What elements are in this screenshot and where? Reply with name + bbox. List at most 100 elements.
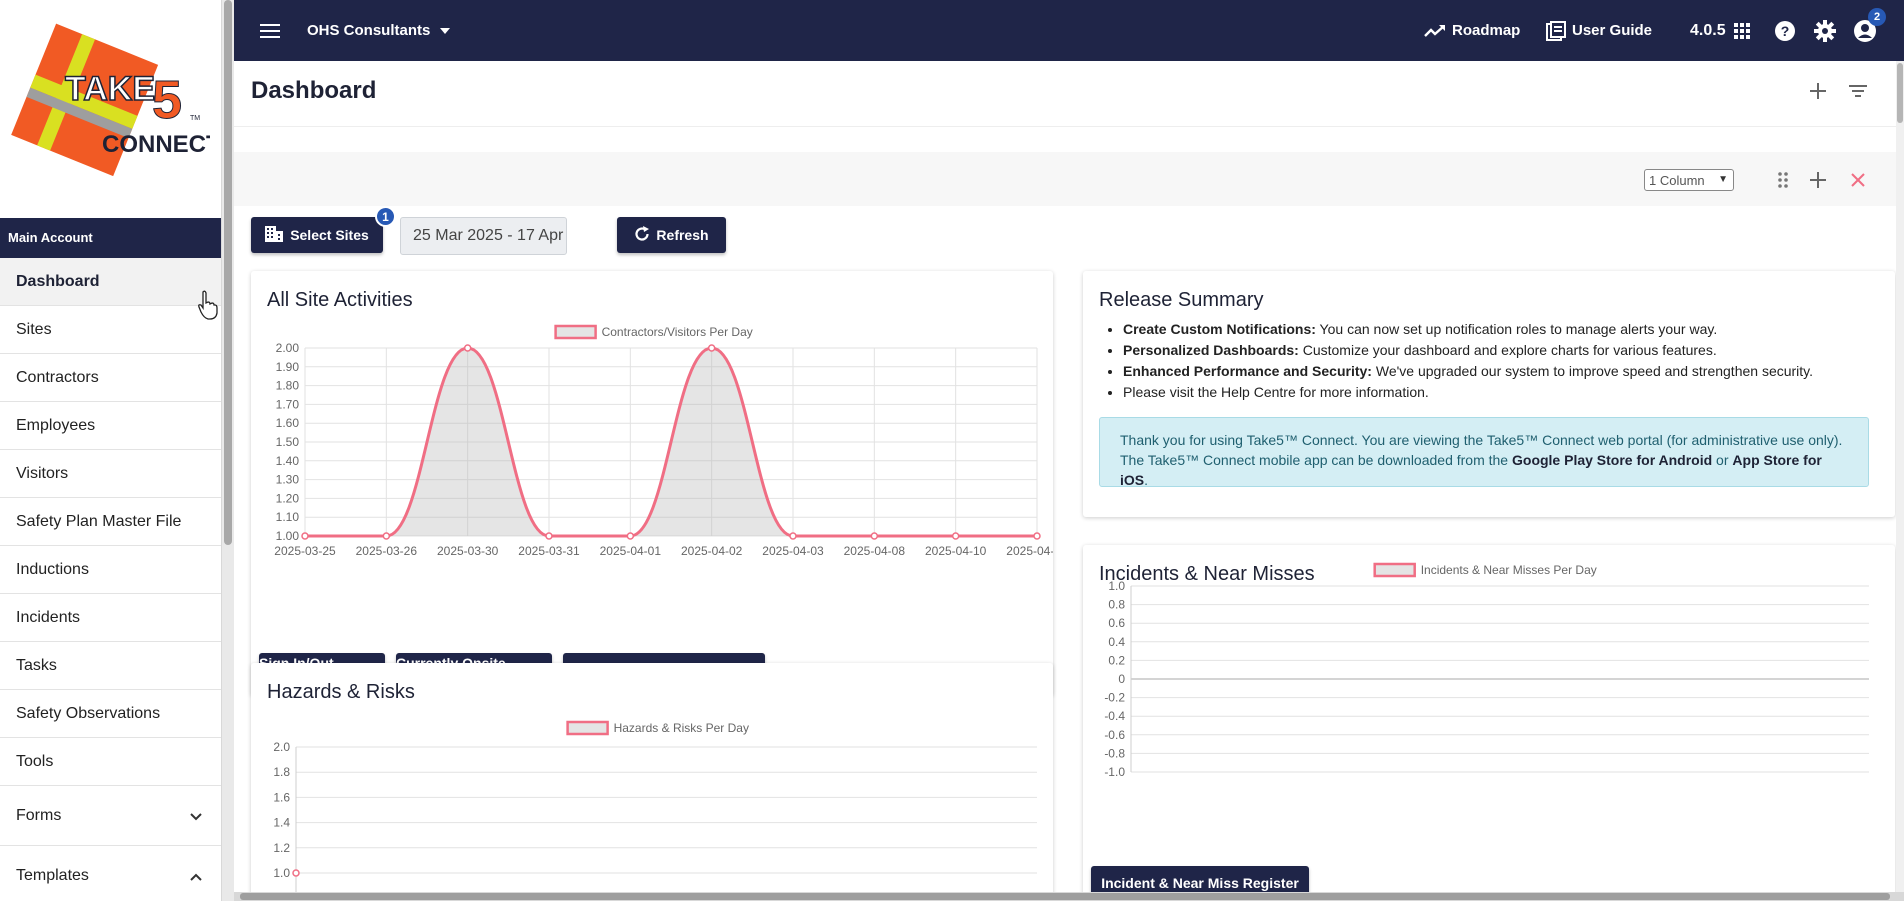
sidebar-item-incidents[interactable]: Incidents — [0, 594, 221, 642]
sidebar-item-dashboard[interactable]: Dashboard — [0, 258, 221, 306]
data-point — [301, 532, 309, 540]
sidebar-nav: Dashboard Sites Contractors Employees Visito… — [0, 258, 221, 901]
selected-sites-badge: 1 — [375, 206, 396, 227]
filter-icon[interactable] — [1843, 76, 1873, 106]
sidebar-item-safety-observations[interactable]: Safety Observations — [0, 690, 221, 738]
x-tick-label: 2025-04-10 — [925, 544, 987, 558]
apps-grid-icon[interactable] — [1734, 0, 1750, 61]
site-activities-title: All Site Activities — [267, 289, 413, 311]
sidebar-item-contractors[interactable]: Contractors — [0, 354, 221, 402]
data-point — [1033, 532, 1041, 540]
y-tick-label: 1.0 — [1108, 579, 1125, 593]
top-bar: OHS Consultants Roadmap User Guide 4.0.5… — [234, 0, 1904, 61]
user-guide-link[interactable]: User Guide — [1546, 0, 1652, 61]
close-icon[interactable] — [1843, 165, 1873, 195]
release-item: Personalized Dashboards: Customize your … — [1123, 342, 1823, 359]
chart-legend: Hazards & Risks Per Day — [566, 720, 749, 736]
y-tick-label: 1.6 — [273, 790, 290, 804]
date-range-input[interactable]: 25 Mar 2025 - 17 Apr 2025 — [400, 217, 567, 255]
x-tick-label: 2025-04-14 — [1006, 544, 1053, 558]
sidebar-item-employees[interactable]: Employees — [0, 402, 221, 450]
release-item-heading: Enhanced Performance and Security: — [1123, 363, 1372, 379]
legend-swatch — [554, 324, 597, 340]
main-scrollbar[interactable] — [1896, 61, 1904, 892]
column-layout-value: 1 Column — [1649, 172, 1705, 188]
settings-gear-icon[interactable] — [1814, 0, 1836, 61]
chart-legend: Incidents & Near Misses Per Day — [1373, 562, 1597, 578]
take5-connect-logo[interactable]: TAKE 5 CONNECT TM — [10, 18, 210, 178]
column-layout-select[interactable]: 1 Column ▼ — [1644, 169, 1734, 191]
org-selector[interactable]: OHS Consultants — [307, 0, 451, 61]
data-point — [951, 532, 960, 540]
y-tick-label: -0.8 — [1104, 746, 1125, 760]
release-item: Create Custom Notifications: You can now… — [1123, 321, 1823, 338]
x-tick-label: 2025-03-31 — [518, 544, 580, 558]
y-tick-label: 1.00 — [276, 529, 300, 543]
data-point — [292, 869, 300, 877]
svg-text:CONNECT: CONNECT — [102, 131, 210, 158]
y-tick-label: -0.2 — [1104, 691, 1125, 705]
header-divider — [234, 126, 1896, 127]
hazards-title: Hazards & Risks — [267, 681, 415, 703]
account-circle-icon[interactable] — [1853, 0, 1877, 61]
add-widget-icon[interactable] — [1803, 76, 1833, 106]
hamburger-icon[interactable] — [260, 0, 280, 61]
data-point — [707, 344, 716, 352]
svg-text:TAKE: TAKE — [65, 70, 155, 108]
release-item: Please visit the Help Centre for more in… — [1123, 384, 1823, 401]
y-tick-label: 1.70 — [276, 397, 300, 411]
legend-label: Contractors/Visitors Per Day — [602, 325, 753, 339]
sidebar-item-sites[interactable]: Sites — [0, 306, 221, 354]
sidebar-item-forms[interactable]: Forms — [0, 786, 221, 846]
release-item-heading: Create Custom Notifications: — [1123, 321, 1316, 337]
y-tick-label: 1.8 — [273, 765, 290, 779]
y-tick-label: -0.6 — [1104, 728, 1125, 742]
svg-text:TM: TM — [190, 115, 200, 122]
y-tick-label: 1.10 — [276, 510, 300, 524]
info-line-1: Thank you for using Take5™ Connect. You … — [1120, 432, 1843, 448]
app-store-link[interactable]: App Store for iOS — [1120, 452, 1822, 488]
select-sites-button[interactable]: Select Sites — [251, 217, 383, 253]
x-tick-label: 2025-04-01 — [600, 544, 662, 558]
help-icon[interactable]: ? — [1774, 0, 1796, 61]
x-tick-label: 2025-03-25 — [274, 544, 336, 558]
sidebar: TAKE 5 CONNECT TM Main Account Dashboard… — [0, 0, 222, 901]
add-row-icon[interactable] — [1803, 165, 1833, 195]
sidebar-item-label: Tools — [16, 753, 54, 770]
info-line-2: The Take5™ Connect mobile app can be dow… — [1120, 450, 1848, 490]
sidebar-item-label: Contractors — [16, 369, 99, 386]
y-tick-label: 0 — [1118, 672, 1125, 686]
sidebar-scrollbar-thumb[interactable] — [224, 0, 232, 545]
chevron-down-icon — [440, 27, 451, 34]
refresh-button[interactable]: Refresh — [617, 217, 726, 253]
release-item-heading: Personalized Dashboards: — [1123, 342, 1299, 358]
release-summary-card: Release Summary Create Custom Notificati… — [1083, 271, 1895, 517]
sidebar-item-safety-plan-master-file[interactable]: Safety Plan Master File — [0, 498, 221, 546]
drag-handle-icon[interactable] — [1768, 165, 1798, 195]
horizontal-scrollbar-thumb[interactable] — [240, 893, 1890, 900]
google-play-link[interactable]: Google Play Store for Android — [1512, 452, 1713, 468]
sidebar-item-inductions[interactable]: Inductions — [0, 546, 221, 594]
y-tick-label: 1.4 — [273, 816, 290, 830]
roadmap-link[interactable]: Roadmap — [1424, 0, 1520, 61]
y-tick-label: 1.60 — [276, 416, 300, 430]
sidebar-item-templates[interactable]: Templates — [0, 846, 221, 901]
info-line-2-prefix: The Take5™ Connect mobile app can be dow… — [1120, 452, 1512, 468]
info-box: Thank you for using Take5™ Connect. You … — [1099, 417, 1869, 490]
sidebar-item-label: Templates — [16, 867, 89, 884]
refresh-label: Refresh — [656, 227, 709, 243]
y-tick-label: 1.2 — [273, 841, 290, 855]
user-guide-label: User Guide — [1572, 22, 1653, 39]
site-activities-chart: Contractors/Visitors Per Day 1.00 1.10 1.20… — [274, 324, 1053, 558]
x-tick-label: 2025-03-30 — [437, 544, 499, 558]
x-tick-label: 2025-04-03 — [762, 544, 824, 558]
main-scrollbar-thumb[interactable] — [1897, 63, 1903, 123]
roadmap-label: Roadmap — [1452, 22, 1521, 39]
sidebar-item-tools[interactable]: Tools — [0, 738, 221, 786]
y-tick-label: 0.8 — [1108, 598, 1125, 612]
book-icon — [1546, 20, 1566, 41]
sidebar-item-label: Safety Plan Master File — [16, 513, 182, 530]
sidebar-item-visitors[interactable]: Visitors — [0, 450, 221, 498]
sidebar-item-tasks[interactable]: Tasks — [0, 642, 221, 690]
version-label: 4.0.5 — [1690, 21, 1726, 39]
